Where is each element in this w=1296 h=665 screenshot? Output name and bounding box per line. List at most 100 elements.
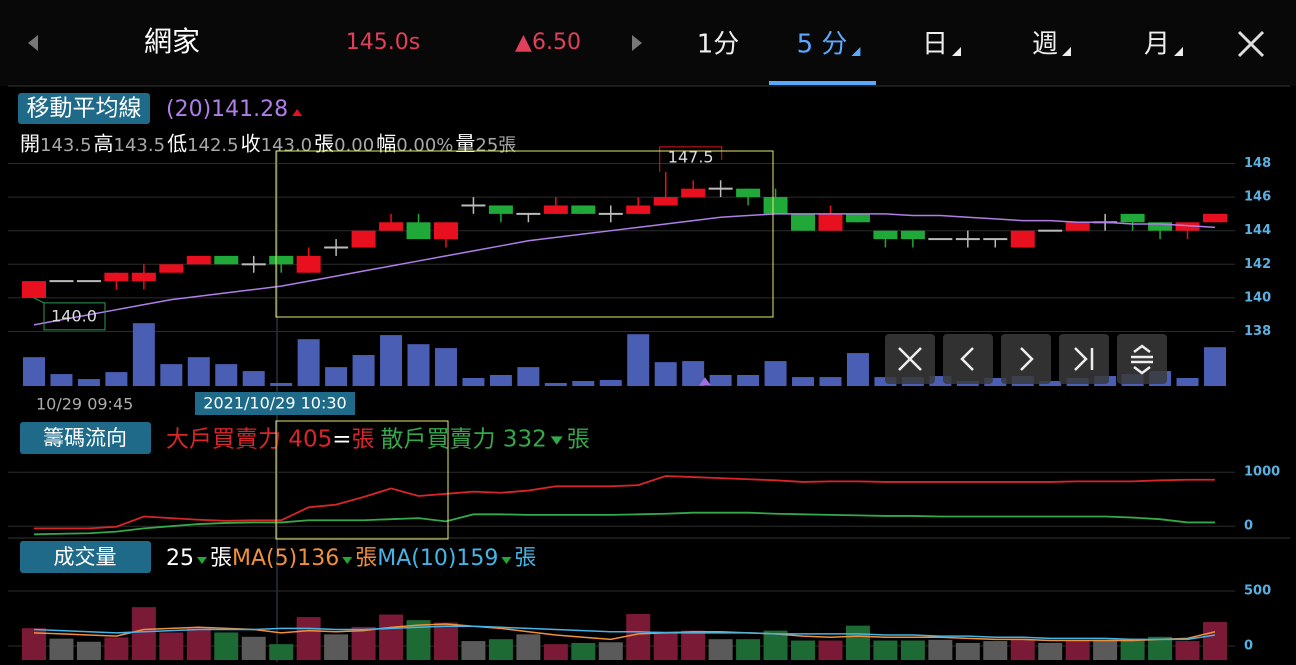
candle-body (269, 255, 294, 265)
volume-bar (598, 642, 623, 660)
volume-overlay-bar (682, 361, 705, 386)
ohlc-label: 高 (94, 132, 114, 156)
candle-body (1038, 229, 1063, 232)
legend-label: 散戶買賣力 332 (381, 427, 547, 453)
volume-bar (351, 626, 376, 660)
control-button[interactable] (943, 334, 993, 384)
price-change: ▲6.50 (515, 30, 581, 55)
legend-unit: 張 (355, 546, 377, 571)
volume-overlay-bar (462, 377, 485, 386)
legend-label: 大戶買賣力 405 (166, 427, 332, 453)
volume-bar (131, 607, 156, 660)
volume-overlay-bar (572, 381, 595, 386)
y-tick-label: 140 (1244, 290, 1271, 305)
candle-body (22, 281, 46, 298)
candle-body (296, 255, 321, 273)
ohlc-label: 量 (455, 132, 475, 156)
volume-overlay-bar (737, 374, 760, 386)
volume-bar (791, 640, 816, 660)
volume-overlay-bar (352, 355, 375, 386)
next-arrow[interactable] (632, 35, 642, 51)
stock-name: 網家 (144, 25, 200, 58)
volume-bar (324, 634, 349, 660)
period-tab[interactable]: 月 (1144, 30, 1170, 60)
volume-bar (681, 630, 706, 660)
candle-body (681, 188, 706, 198)
high-label: 147.5 (668, 147, 714, 166)
volume-bar (736, 639, 761, 660)
volume-overlay-bar (242, 371, 265, 386)
ohlc-label: 收 (241, 132, 261, 156)
period-tab[interactable]: 1分 (697, 30, 740, 60)
period-tab[interactable]: 週 (1032, 30, 1058, 60)
chip-title: 籌碼流向 (43, 426, 127, 450)
volume-overlay-bar (709, 374, 732, 386)
down-mark (342, 557, 353, 564)
legend-sep: = (332, 427, 351, 453)
control-icon (1020, 347, 1034, 371)
candle-body (1203, 213, 1227, 223)
ma-line (33, 213, 1216, 326)
volume-current: 25 (166, 546, 194, 571)
y-tick-label: 142 (1244, 257, 1271, 272)
volume-bar (1203, 622, 1227, 660)
time-start: 10/29 09:45 (36, 395, 133, 414)
candle-body (159, 264, 184, 273)
volume-bar (818, 640, 843, 660)
candle-body (626, 205, 651, 214)
volume-bar (845, 625, 870, 660)
volume-bar (626, 613, 651, 660)
volume-overlay-bar (599, 379, 622, 386)
volume-overlay-bar (160, 364, 183, 386)
legend-unit: 張 (567, 427, 590, 453)
volume-bar (900, 640, 925, 660)
y-tick-label: 138 (1244, 324, 1271, 339)
volume-bar (763, 630, 788, 660)
volume-bar (1038, 642, 1063, 660)
volume-bar (1148, 636, 1173, 660)
period-tab[interactable]: 5 分 (797, 30, 848, 60)
volume-bar (76, 641, 101, 660)
volume-overlay-bar (1039, 381, 1062, 386)
prev-arrow[interactable] (28, 35, 38, 51)
volume-bar (433, 622, 458, 660)
legend-label: MA(5)136 (232, 546, 339, 571)
y-tick-label: 146 (1244, 190, 1271, 205)
volume-bar (186, 628, 211, 660)
time-cursor: 2021/10/29 10:30 (203, 394, 346, 413)
control-button[interactable] (1001, 334, 1051, 384)
control-icon (1131, 344, 1153, 375)
volume-badge (20, 541, 151, 573)
dropdown-mark (952, 47, 962, 56)
volume-bar (708, 639, 733, 660)
volume-bar (873, 640, 898, 660)
control-button[interactable] (1117, 334, 1167, 384)
ohlc-value: 25張 (475, 135, 516, 156)
control-button[interactable] (1059, 334, 1109, 384)
candle-body (708, 187, 733, 190)
legend-unit: 張 (352, 427, 375, 453)
period-tab[interactable]: 日 (922, 30, 948, 60)
volume-overlay-bar (187, 357, 210, 386)
chip-line (34, 475, 1215, 530)
ma-up-mark (292, 109, 303, 116)
cursor-marker (699, 377, 711, 386)
volume-overlay-bar (132, 323, 155, 386)
volume-overlay-bar (792, 377, 815, 386)
close-button[interactable] (1237, 30, 1265, 58)
ma-value: (20)141.28 (166, 97, 288, 122)
candle-body (1010, 230, 1035, 248)
volume-bar (214, 632, 239, 660)
y-tick-label: 500 (1244, 583, 1271, 598)
volume-ma-line (33, 623, 1216, 642)
dropdown-mark (1174, 47, 1184, 56)
volume-overlay-bar (105, 372, 128, 386)
volume-overlay-bar (984, 377, 1007, 386)
candle-body (433, 222, 458, 240)
ma-title: 移動平均線 (27, 96, 142, 122)
y-tick-label: 1000 (1244, 465, 1280, 480)
ohlc-label: 張 (314, 132, 334, 156)
candle-body (873, 230, 898, 240)
candle-body (955, 238, 980, 241)
